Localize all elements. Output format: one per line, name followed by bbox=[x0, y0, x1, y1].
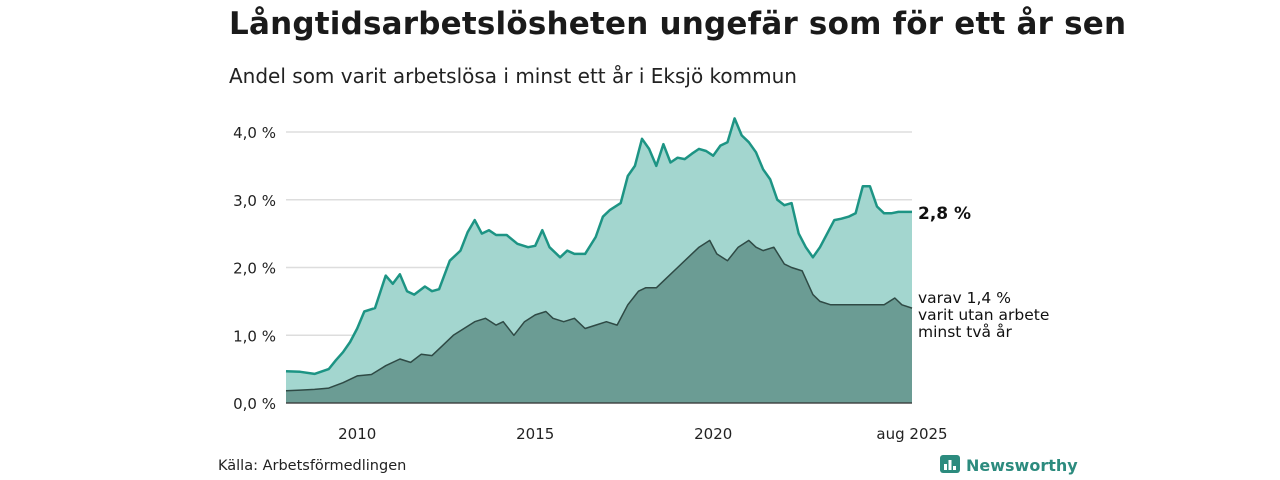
source-note: Källa: Arbetsförmedlingen bbox=[218, 458, 407, 474]
y-tick-label: 0,0 % bbox=[233, 395, 276, 413]
area-long-term bbox=[286, 240, 912, 403]
line-long-term bbox=[285, 239, 913, 392]
line-total bbox=[285, 117, 912, 376]
end-label-long-term-line: varit utan arbete bbox=[918, 306, 1049, 324]
area-chart: 0,0 % 1,0 % 2,0 % 3,0 % 4,0 % 2010 2015 2020 aug… bbox=[233, 117, 1049, 443]
y-tick-label: 2,0 % bbox=[233, 260, 276, 278]
x-tick-label: 2010 bbox=[338, 425, 376, 443]
y-tick-label: 4,0 % bbox=[233, 124, 276, 142]
x-tick-label: 2020 bbox=[694, 425, 732, 443]
brand-name: Newsworthy bbox=[966, 455, 1078, 475]
x-tick-label: aug 2025 bbox=[876, 425, 947, 443]
x-tick-label: 2015 bbox=[516, 425, 554, 443]
end-label-long-term-line: varav 1,4 % bbox=[918, 289, 1011, 307]
series-areas bbox=[285, 117, 913, 404]
end-label-long-term-line: minst två år bbox=[918, 323, 1012, 341]
bar-chart-logo-icon bbox=[940, 455, 960, 473]
y-tick-label: 1,0 % bbox=[233, 327, 276, 345]
axes: 0,0 % 1,0 % 2,0 % 3,0 % 4,0 % 2010 2015 2020 aug… bbox=[233, 124, 947, 443]
y-tick-label: 3,0 % bbox=[233, 192, 276, 210]
chart-title: Långtidsarbetslösheten ungefär som för e… bbox=[229, 6, 1127, 42]
chart-subtitle: Andel som varit arbetslösa i minst ett å… bbox=[229, 64, 797, 88]
brand-logo: Newsworthy bbox=[940, 455, 1078, 475]
end-label-total: 2,8 % bbox=[918, 204, 971, 224]
